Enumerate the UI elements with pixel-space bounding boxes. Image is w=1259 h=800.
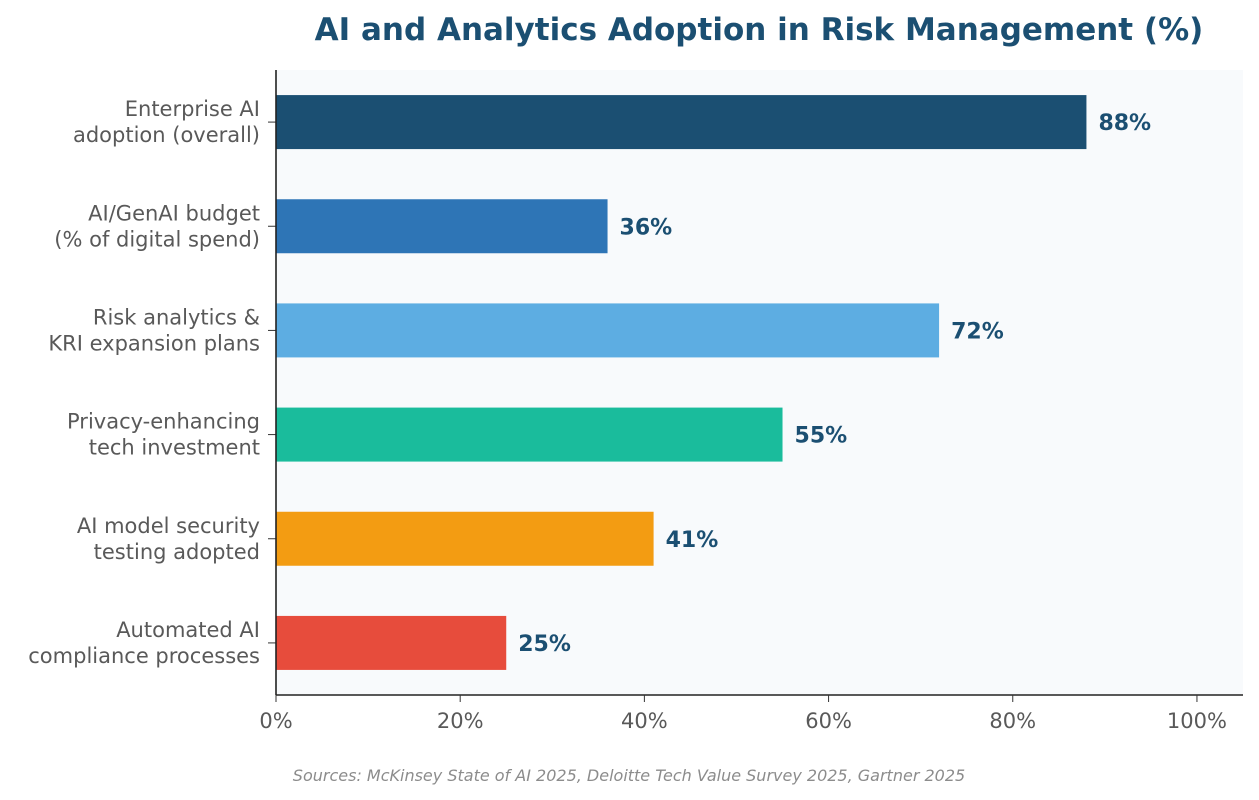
bar-value-label-5: 41% [666,528,719,553]
category-label-1-line-2: adoption (overall) [73,123,260,147]
category-label-6-line-1: Automated AI [116,618,260,642]
category-label-5-line-1: AI model security [77,514,260,538]
bar-2 [276,199,608,254]
bar-value-label-1: 88% [1098,111,1151,136]
category-label-1-line-1: Enterprise AI [125,97,260,121]
source-note: Sources: McKinsey State of AI 2025, Delo… [293,766,965,785]
bar-4 [276,407,783,462]
category-label-3-line-1: Risk analytics & [93,305,260,329]
chart-title: AI and Analytics Adoption in Risk Manage… [315,12,1204,48]
bars-group: 88% 36% 72% 55% 41% 25% [276,95,1151,670]
bar-value-label-3: 72% [951,319,1004,344]
x-tick-label-5: 80% [989,709,1036,733]
bar-value-label-6: 25% [518,632,571,657]
category-label-6-line-2: compliance processes [28,644,260,668]
x-tick-label-2: 20% [437,709,484,733]
category-label-4-line-2: tech investment [89,436,260,460]
category-label-3-line-2: KRI expansion plans [48,331,260,355]
bar-3 [276,303,940,358]
x-tick-label-1: 0% [259,709,292,733]
category-label-2-line-2: (% of digital spend) [54,227,260,251]
bar-6 [276,615,507,670]
x-tick-label-4: 60% [805,709,852,733]
category-label-2-line-1: AI/GenAI budget [88,201,260,225]
plot-background [276,70,1243,695]
x-tick-label-6: 100% [1167,709,1227,733]
category-label-4-line-1: Privacy-enhancing [67,410,260,434]
category-label-5-line-2: testing adopted [94,540,260,564]
bar-value-label-2: 36% [620,215,673,240]
bar-1 [276,95,1087,150]
bar-5 [276,511,654,566]
x-tick-label-3: 40% [621,709,668,733]
bar-value-label-4: 55% [795,424,848,449]
